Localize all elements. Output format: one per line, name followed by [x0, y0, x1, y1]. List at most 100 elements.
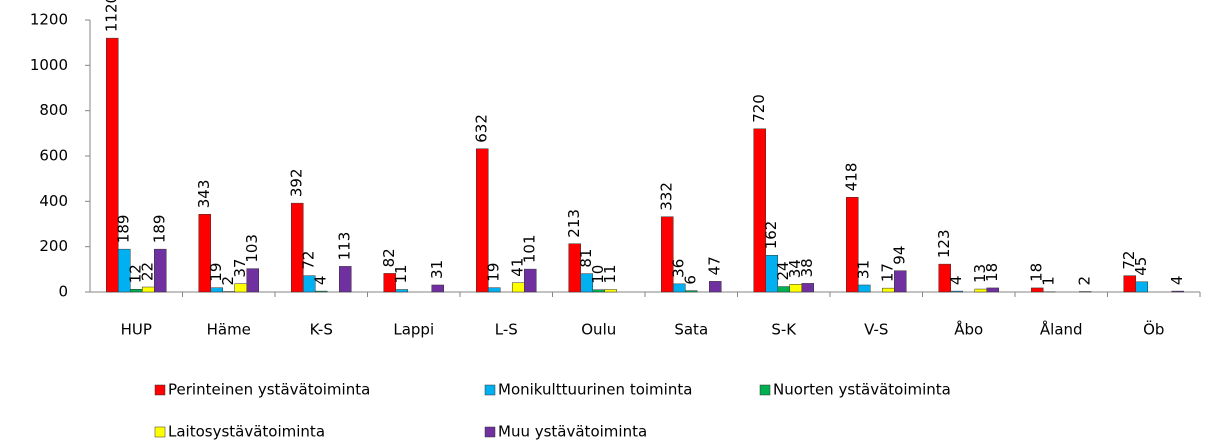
y-tick-label: 400	[39, 192, 68, 210]
value-label: 189	[115, 215, 133, 244]
x-tick-label: Sata	[674, 321, 708, 339]
bar	[106, 37, 119, 293]
value-label: 12	[127, 264, 145, 283]
legend-label: Perinteinen ystävätoiminta	[168, 381, 370, 399]
bar	[234, 283, 247, 293]
bar	[383, 273, 396, 293]
value-label: 31	[428, 260, 446, 279]
legend-swatch	[484, 426, 496, 438]
y-tick-label: 1200	[30, 11, 68, 29]
x-tick-label: Åland	[1040, 320, 1083, 339]
bar	[303, 275, 316, 293]
value-label: 392	[288, 169, 306, 198]
value-label: 2	[1076, 276, 1094, 286]
value-label: 19	[485, 263, 503, 282]
value-label: 72	[300, 251, 318, 270]
bar	[1123, 275, 1136, 293]
legend-label: Laitosystävätoiminta	[168, 423, 325, 441]
value-label: 94	[891, 246, 909, 265]
bar	[1135, 281, 1148, 293]
bar	[765, 255, 778, 293]
value-label: 24	[774, 261, 792, 280]
value-label: 101	[521, 234, 539, 263]
bar	[246, 268, 259, 293]
bar	[974, 288, 987, 293]
legend-swatch	[484, 384, 496, 396]
x-tick-label: K-S	[310, 321, 333, 339]
bar	[339, 266, 352, 293]
x-tick-label: S-K	[771, 321, 797, 339]
value-label: 72	[1120, 251, 1138, 270]
value-label: 45	[1132, 257, 1150, 276]
bar	[592, 289, 605, 293]
x-tick-label: HUP	[121, 321, 152, 339]
bar	[950, 290, 963, 293]
x-tick-label: Oulu	[581, 321, 616, 339]
value-label: 11	[601, 264, 619, 283]
value-label: 103	[243, 234, 261, 263]
bar	[685, 290, 698, 293]
bar	[846, 197, 859, 293]
y-tick-label: 200	[39, 237, 68, 255]
value-label: 6	[682, 275, 700, 285]
bar	[673, 283, 686, 293]
x-tick-label: Åbo	[954, 320, 983, 339]
legend-label: Monikulttuurinen toiminta	[498, 381, 692, 399]
value-label: 1120	[103, 0, 121, 32]
x-tick-label: L-S	[495, 321, 518, 339]
value-label: 37	[231, 259, 249, 278]
bar	[476, 148, 489, 293]
bar	[882, 287, 895, 293]
bar	[568, 243, 581, 293]
legend-swatch	[154, 384, 166, 396]
value-label: 22	[139, 262, 157, 281]
bar	[938, 263, 951, 293]
value-label: 4	[947, 276, 965, 286]
bar	[777, 286, 790, 293]
value-label: 47	[706, 256, 724, 275]
x-tick-label: Öb	[1143, 320, 1164, 339]
bar	[801, 283, 814, 293]
value-label: 113	[336, 232, 354, 261]
value-label: 4	[1168, 276, 1186, 286]
bar	[580, 273, 593, 293]
bar	[709, 281, 722, 293]
legend-label: Muu ystävätoiminta	[498, 423, 647, 441]
bar	[198, 214, 211, 293]
y-tick-label: 1000	[30, 56, 68, 74]
value-label: 418	[843, 163, 861, 192]
value-label: 36	[670, 259, 688, 278]
value-label: 332	[658, 182, 676, 211]
value-label: 343	[195, 180, 213, 209]
bar	[118, 248, 131, 293]
bar	[1031, 287, 1044, 293]
bar	[789, 284, 802, 293]
legend-swatch	[154, 426, 166, 438]
bar	[315, 290, 328, 293]
value-label: 82	[380, 248, 398, 267]
bar	[154, 248, 167, 293]
value-label: 632	[473, 114, 491, 143]
bar	[395, 289, 408, 293]
legend-swatch	[759, 384, 771, 396]
value-label: 18	[1028, 263, 1046, 282]
value-label: 123	[935, 229, 953, 258]
bar	[488, 287, 501, 293]
bar	[894, 270, 907, 293]
y-tick-label: 800	[39, 101, 68, 119]
bar	[858, 284, 871, 293]
x-tick-label: V-S	[864, 321, 888, 339]
x-tick-label: Häme	[207, 321, 251, 339]
value-label: 41	[509, 258, 527, 277]
value-label: 213	[565, 209, 583, 238]
bar	[142, 286, 155, 293]
bar	[431, 284, 444, 293]
value-label: 4	[312, 276, 330, 286]
bar	[210, 287, 223, 293]
value-label: 19	[207, 263, 225, 282]
value-label: 189	[151, 215, 169, 244]
bar	[753, 128, 766, 293]
value-label: 1	[1040, 276, 1058, 286]
value-label: 38	[798, 258, 816, 277]
